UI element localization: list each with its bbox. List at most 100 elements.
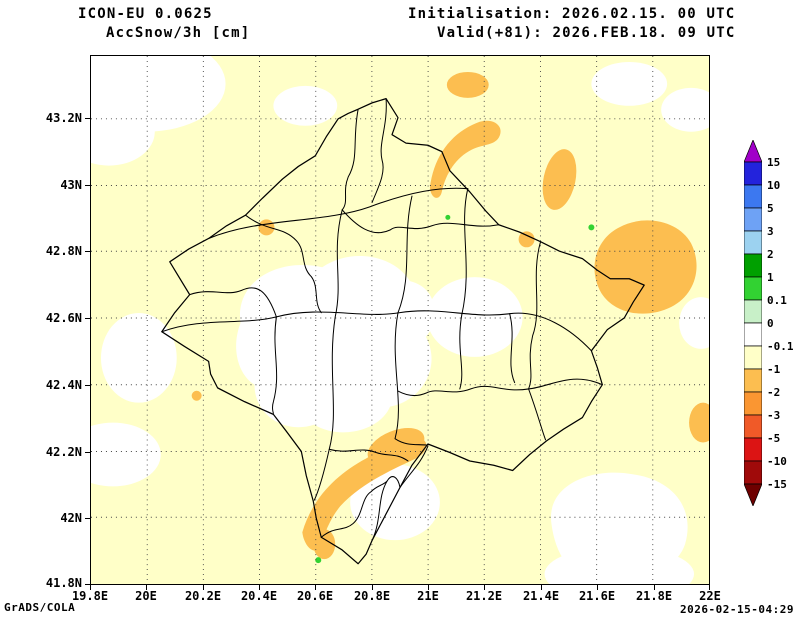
- colorbar-segment: [744, 437, 762, 462]
- district-border: [328, 448, 409, 462]
- snow-patch: [258, 219, 275, 236]
- colorbar-segment: [744, 414, 762, 439]
- y-axis-tick-label: 41.8N: [45, 576, 82, 590]
- snow-patch: [367, 427, 425, 466]
- x-tick-mark: [597, 585, 598, 590]
- x-tick-mark: [259, 585, 260, 590]
- snow-patch: [542, 149, 577, 210]
- y-axis-tick-label: 42.4N: [45, 378, 82, 392]
- white-patch: [100, 313, 177, 403]
- grid-lines: [91, 56, 709, 584]
- map-svg: [91, 56, 709, 584]
- white-patch: [544, 546, 695, 584]
- x-axis-tick-label: 19.8E: [71, 589, 109, 603]
- white-patch: [236, 256, 435, 433]
- white-patch: [350, 464, 440, 541]
- district-border: [399, 445, 429, 488]
- colorbar-label: -2: [767, 386, 781, 399]
- colorbar-segment: [744, 299, 762, 324]
- kosovo-outline: [161, 97, 645, 565]
- snow-patch: [191, 390, 202, 401]
- kosovo-boundaries: [161, 97, 645, 565]
- x-tick-mark: [541, 585, 542, 590]
- colorbar-segment: [744, 345, 762, 370]
- footer-credit: GrADS/COLA: [4, 601, 76, 614]
- colorbar-segment: [744, 230, 762, 255]
- valid-time-label: Valid(+81): 2026.FEB.18. 09 UTC: [437, 25, 736, 41]
- x-tick-mark: [654, 585, 655, 590]
- colorbar-label: 0.1: [767, 294, 787, 307]
- colorbar-segment: [744, 391, 762, 416]
- colorbar-label: -0.1: [767, 340, 794, 353]
- colorbar-label: 5: [767, 202, 774, 215]
- district-border: [461, 188, 469, 316]
- y-axis-tick-label: 42.2N: [45, 445, 82, 459]
- district-border: [313, 209, 343, 501]
- y-axis-tick-label: 42.6N: [45, 311, 82, 325]
- y-tick-mark: [85, 452, 90, 453]
- green-speck: [588, 224, 595, 231]
- colorbar-label: 1: [767, 271, 774, 284]
- y-tick-mark: [85, 518, 90, 519]
- x-axis-tick-label: 21.6E: [578, 589, 616, 603]
- x-axis-tick-label: 21.8E: [635, 589, 673, 603]
- white-patch: [91, 97, 155, 166]
- x-tick-mark: [428, 585, 429, 590]
- colorbar-label: 10: [767, 179, 781, 192]
- white-patch: [273, 85, 338, 126]
- snow-patch: [689, 402, 709, 443]
- x-axis-tick-label: 20E: [135, 589, 157, 603]
- x-axis-tick-label: 20.8E: [353, 589, 391, 603]
- snow-patch: [594, 220, 697, 314]
- colorbar-label: -5: [767, 432, 781, 445]
- colorbar-label: 15: [767, 156, 781, 169]
- colorbar-segment: [744, 207, 762, 232]
- colorbar-segment: [744, 184, 762, 209]
- white-patch: [91, 422, 161, 487]
- colorbar-legend: 15 10 5 3 2 1 0.1 0 -0.1 -1 -2 -3 -5 -10…: [744, 140, 800, 520]
- x-axis-tick-label: 20.6E: [296, 589, 334, 603]
- white-patch: [591, 61, 668, 106]
- x-tick-mark: [203, 585, 204, 590]
- x-tick-mark: [315, 585, 316, 590]
- district-border: [394, 312, 428, 446]
- colorbar-label: -1: [767, 363, 781, 376]
- white-patch: [426, 277, 523, 357]
- y-axis-tick-label: 42N: [60, 511, 82, 525]
- district-border: [397, 195, 413, 314]
- colorbar-label: 2: [767, 248, 774, 261]
- x-tick-mark: [484, 585, 485, 590]
- district-border: [208, 187, 469, 240]
- snow-patch: [518, 231, 535, 248]
- colorbar-label: 0: [767, 317, 774, 330]
- initialisation-label: Initialisation: 2026.02.15. 00 UTC: [408, 6, 736, 22]
- snow-patch: [429, 120, 501, 198]
- district-border: [397, 378, 603, 397]
- y-tick-mark: [85, 385, 90, 386]
- x-axis-tick-label: 21E: [417, 589, 439, 603]
- y-tick-mark: [85, 118, 90, 119]
- x-tick-mark: [372, 585, 373, 590]
- x-tick-mark: [709, 585, 710, 590]
- y-tick-mark: [85, 318, 90, 319]
- district-border: [320, 480, 388, 538]
- colorbar-svg: [744, 140, 762, 506]
- snow-patch: [446, 71, 489, 98]
- colorbar-triangle-bottom: [744, 483, 762, 506]
- district-border: [509, 313, 516, 384]
- district-border: [528, 241, 547, 441]
- colorbar-segment: [744, 276, 762, 301]
- snow-patch: [313, 529, 336, 560]
- y-tick-mark: [85, 185, 90, 186]
- y-axis-tick-label: 43.2N: [45, 111, 82, 125]
- colorbar-label: 3: [767, 225, 774, 238]
- district-border: [245, 214, 322, 314]
- y-axis-tick-label: 42.8N: [45, 244, 82, 258]
- x-axis-tick-label: 21.2E: [465, 589, 503, 603]
- snow-patch: [302, 438, 427, 551]
- x-axis-tick-label: 21.4E: [522, 589, 560, 603]
- green-specks: [315, 214, 595, 564]
- y-axis-tick-label: 43N: [60, 178, 82, 192]
- district-border: [341, 108, 359, 211]
